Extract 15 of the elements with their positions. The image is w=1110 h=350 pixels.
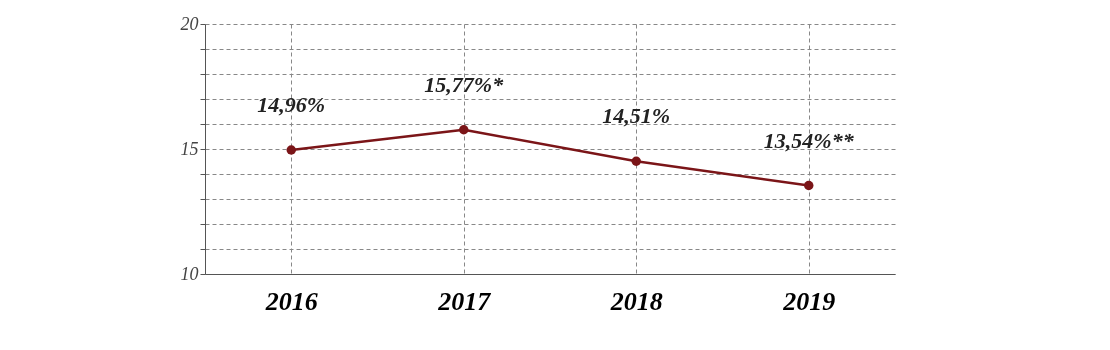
data-label: 15,77%* <box>424 71 505 97</box>
x-tick-label: 2018 <box>609 286 663 316</box>
y-tick-label: 10 <box>180 263 199 284</box>
y-tick-label: 20 <box>180 13 199 34</box>
point <box>459 125 469 135</box>
data-label: 13,54%** <box>763 127 855 153</box>
x-tick-label: 2016 <box>264 286 318 316</box>
point <box>286 145 296 155</box>
y-tick-label: 15 <box>180 138 199 159</box>
point <box>804 180 814 191</box>
x-tick-label: 2019 <box>782 286 836 316</box>
data-label: 14,96% <box>257 92 326 117</box>
x-tick-label: 2017 <box>437 286 492 316</box>
data-label: 14,51% <box>602 103 671 129</box>
point <box>631 156 641 166</box>
